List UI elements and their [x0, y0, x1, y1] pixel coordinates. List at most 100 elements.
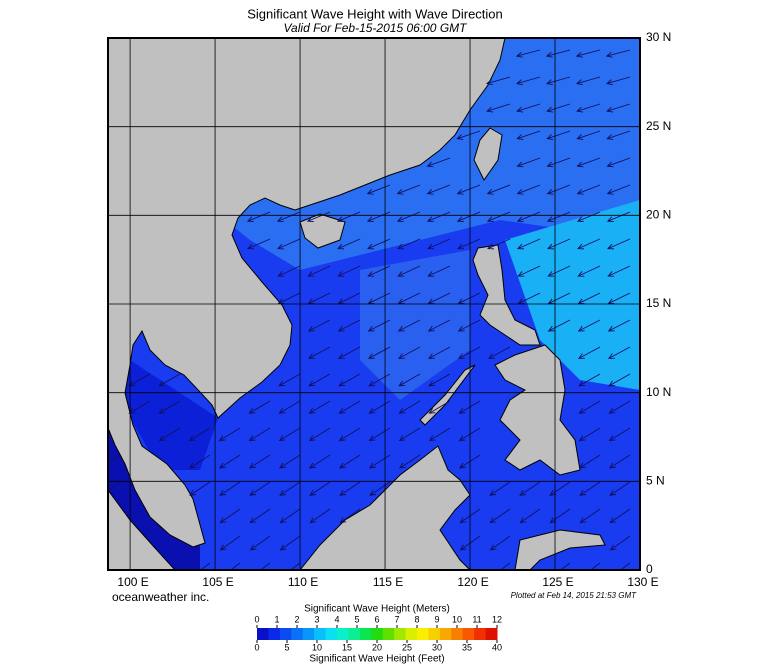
wave-arrow [487, 346, 511, 359]
wave-arrow [486, 103, 511, 113]
wave-arrow [368, 454, 391, 469]
wave-arrow [199, 562, 211, 570]
wave-arrow [575, 76, 601, 86]
colorbar-swatch [291, 628, 304, 640]
colorbar-swatch [268, 628, 281, 640]
colorbar-meters-label: 10 [452, 614, 462, 624]
colorbar-swatch [474, 628, 487, 640]
wave-arrow [547, 265, 571, 277]
wave-arrow [367, 265, 391, 277]
wave-arrow [427, 238, 451, 250]
wave-arrow [519, 481, 541, 496]
wave-arrow [397, 265, 421, 277]
wave-arrow [499, 562, 511, 570]
axes: 100 E 105 E 110 E 115 E 120 E 125 E 130 E0 5 N 1… [117, 30, 671, 589]
wave-arrow [577, 238, 601, 250]
wave-arrow [366, 211, 391, 222]
wave-arrow [246, 211, 271, 222]
colorbar-feet-label: 10 [312, 642, 322, 652]
colorbar-swatch [302, 628, 315, 640]
colorbar-swatch [257, 628, 269, 640]
wave-arrow [577, 319, 601, 332]
wave-arrow [259, 562, 271, 570]
wave-arrow [608, 373, 631, 387]
wave-arrow [397, 346, 421, 359]
lon-label: 120 E [457, 575, 488, 589]
wave-arrow [578, 427, 601, 442]
wave-arrow [547, 319, 571, 332]
wave-arrow [607, 292, 631, 305]
wave-arrow [576, 157, 601, 168]
wave-arrow [545, 76, 571, 86]
lon-label: 100 E [117, 575, 148, 589]
lon-label: 130 E [627, 575, 658, 589]
wave-arrow [218, 427, 241, 442]
lat-label: 0 [646, 562, 653, 576]
wave-arrow [485, 76, 511, 86]
lon-label: 105 E [202, 575, 233, 589]
colorbar-meters-label: 11 [472, 614, 481, 624]
wave-arrow [397, 292, 421, 305]
colorbar-swatch [314, 628, 327, 640]
colorbar-swatch [371, 628, 384, 640]
wave-arrow [307, 292, 331, 305]
colorbar-swatch [405, 628, 418, 640]
wave-arrow [547, 238, 571, 250]
wave-arrow [308, 454, 331, 469]
wave-arrow [219, 481, 241, 496]
colorbar-feet-label: 15 [342, 642, 352, 652]
wave-arrow [516, 184, 541, 195]
sumatra [108, 489, 176, 570]
wave-arrow [229, 562, 241, 570]
wave-arrow [549, 508, 571, 524]
wave-arrow [279, 481, 301, 496]
plotted-note: Plotted at Feb 14, 2015 21:53 GMT [511, 591, 638, 600]
wave-arrow [367, 319, 391, 332]
wave-arrow [307, 319, 331, 332]
wave-arrow [607, 238, 631, 250]
colorbar-meters-label: 7 [394, 614, 399, 624]
wave-arrow [277, 265, 301, 277]
wave-arrow [337, 238, 361, 250]
wave-arrow [606, 130, 631, 140]
colorbar-swatch [417, 628, 429, 640]
wave-arrow [605, 49, 631, 58]
wave-arrow [248, 427, 271, 442]
wave-arrow [369, 481, 391, 496]
wave-arrow [366, 184, 391, 195]
colorbar-swatch [337, 628, 349, 640]
wave-arrow [606, 184, 631, 195]
credit: oceanweather inc. [112, 590, 209, 604]
wave-arrow [249, 508, 271, 524]
colorbar-swatch [325, 628, 338, 640]
wave-arrow [367, 346, 391, 359]
wave-arrow [605, 76, 631, 86]
wave-arrow [547, 292, 571, 305]
wave-arrow [367, 238, 391, 250]
colorbar-meters-label: 0 [254, 614, 259, 624]
wave-arrow [188, 427, 211, 442]
wave-arrow [128, 373, 151, 387]
wave-arrow [338, 400, 361, 414]
lat-label: 10 N [646, 385, 671, 399]
wave-arrow [276, 211, 301, 222]
wave-arrow [426, 211, 451, 222]
wave-arrow [218, 454, 241, 469]
wave-arrow [576, 211, 601, 222]
wave-arrow [277, 292, 301, 305]
colorbar-meters-label: 9 [434, 614, 439, 624]
wave-arrow [337, 346, 361, 359]
wave-arrow [559, 562, 571, 570]
colorbar-swatch [348, 628, 361, 640]
colorbar-feet-label: 0 [254, 642, 259, 652]
wave-arrow [457, 319, 481, 332]
wave-arrow [516, 130, 541, 140]
wave-arrow [516, 103, 541, 113]
colorbar-feet-label: 5 [284, 642, 289, 652]
wave-arrow [608, 400, 631, 414]
wave-arrow [289, 562, 301, 570]
lat-label: 5 N [646, 474, 665, 488]
wave-arrow [457, 238, 481, 250]
wave-arrow [589, 562, 601, 570]
colorbar: Significant Wave Height (Meters) Signifi… [254, 604, 502, 665]
